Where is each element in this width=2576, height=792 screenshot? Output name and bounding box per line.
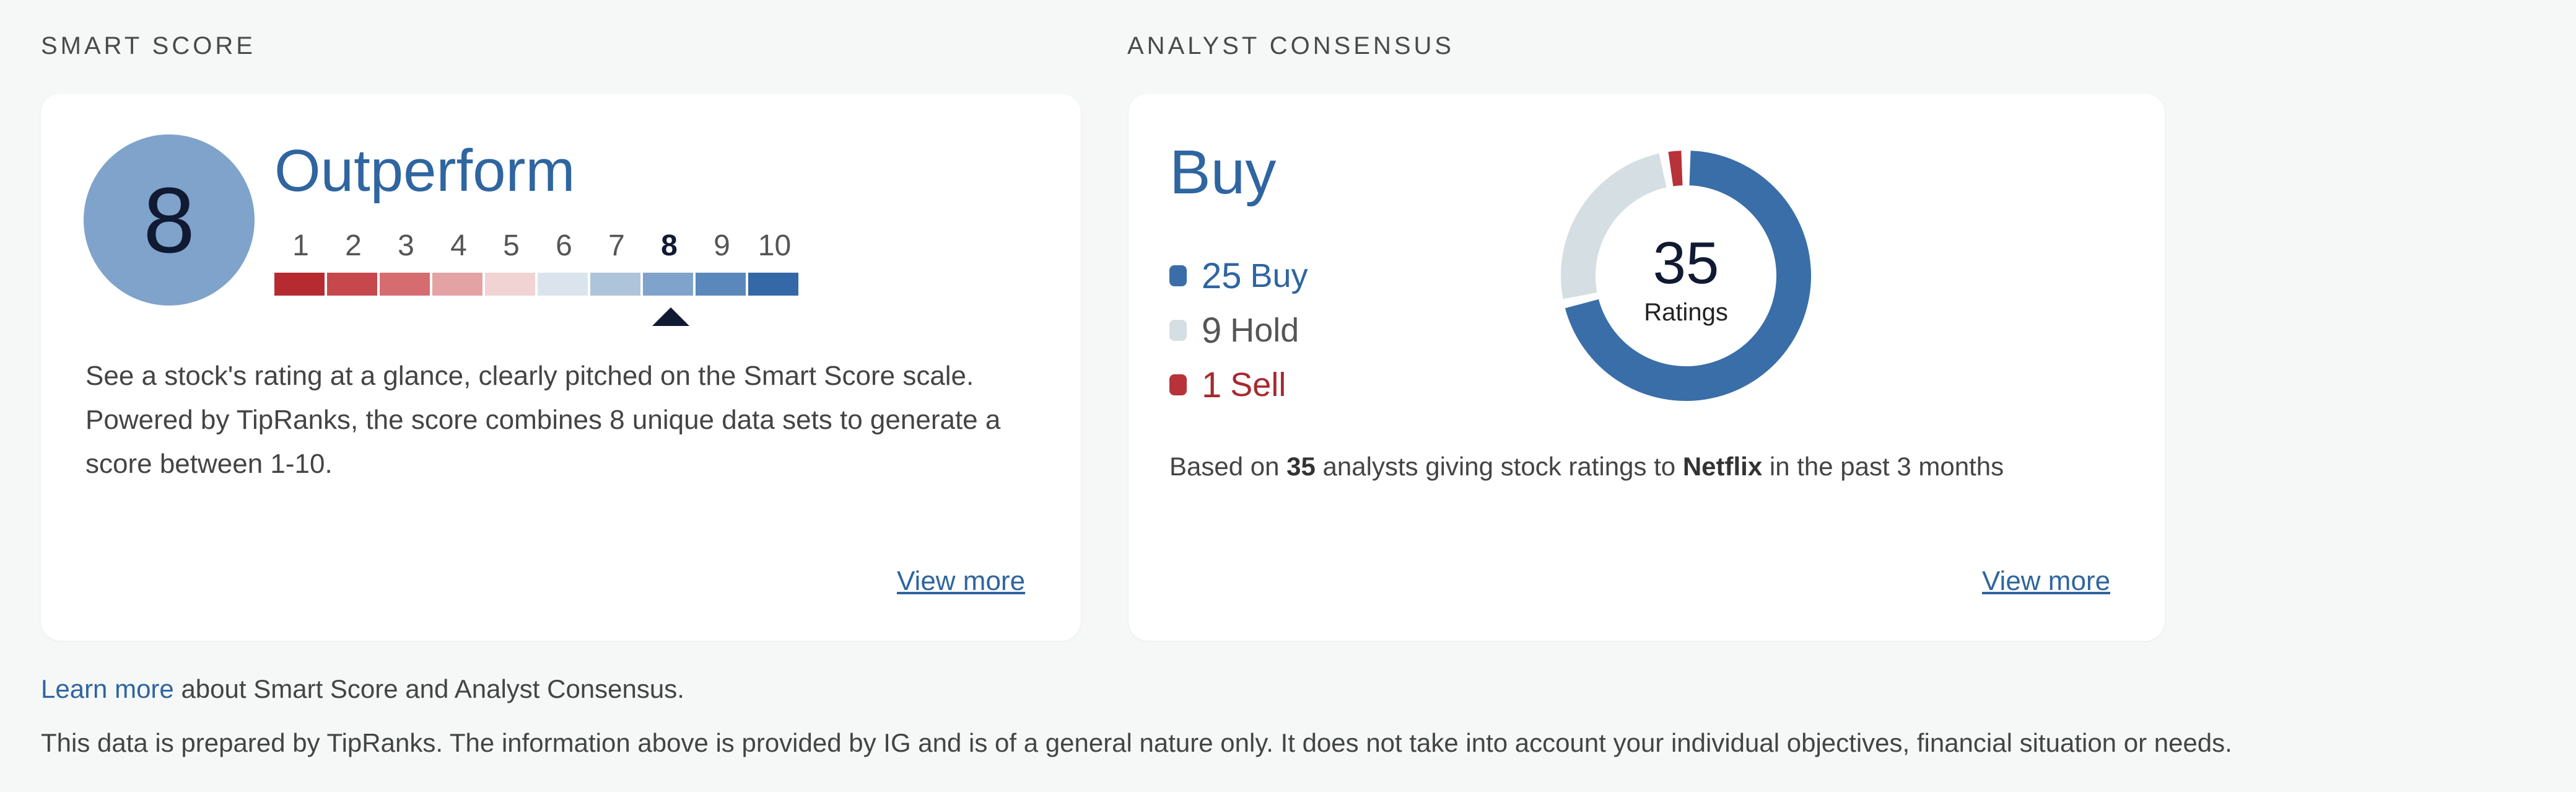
scale-number: 7 xyxy=(608,229,625,262)
scale-segment xyxy=(380,273,430,296)
score-badge: 8 xyxy=(84,134,255,306)
scale-segment xyxy=(748,273,798,296)
scale-segment xyxy=(274,273,325,296)
basis-company: Netflix xyxy=(1682,452,1763,481)
basis-suffix: in the past 3 months xyxy=(1762,452,2004,481)
score-scale-bar xyxy=(274,273,801,296)
donut-segment-hold xyxy=(1561,153,1667,299)
scale-segment xyxy=(696,273,746,296)
donut-segment-buy xyxy=(1565,151,1811,401)
scale-number: 6 xyxy=(556,229,572,262)
consensus-title: Buy xyxy=(1169,138,1277,207)
legend-count: 9 xyxy=(1202,310,1222,351)
smart-score-description: See a stock's rating at a glance, clearl… xyxy=(85,361,1001,479)
smart-score-card: 8 Outperform 1 2 3 4 5 6 7 8 9 10 See a stock's r… xyxy=(41,94,1081,641)
scale-number: 1 xyxy=(292,229,309,262)
scale-number: 8 xyxy=(661,229,678,262)
scale-number: 3 xyxy=(398,229,414,262)
legend-swatch xyxy=(1169,374,1187,395)
ratings-donut-chart: 35 Ratings xyxy=(1561,151,1811,401)
score-pointer-icon xyxy=(652,307,689,326)
rating-title: Outperform xyxy=(274,138,575,204)
smart-score-view-more-link[interactable]: View more xyxy=(897,566,1026,596)
scale-number: 4 xyxy=(450,229,467,262)
learn-more-line: Learn more about Smart Score and Analyst… xyxy=(41,674,684,704)
basis-middle: analysts giving stock ratings to xyxy=(1315,452,1683,481)
consensus-basis-text: Based on 35 analysts giving stock rating… xyxy=(1169,452,2004,482)
scale-segment xyxy=(643,273,693,296)
smart-score-label: SMART SCORE xyxy=(41,32,256,59)
scale-segment xyxy=(538,273,588,296)
scale-segment xyxy=(327,273,377,296)
total-ratings-count: 35 xyxy=(1653,230,1719,296)
legend-swatch xyxy=(1169,320,1187,341)
legend-item-sell: 1 Sell xyxy=(1169,358,1308,412)
basis-prefix: Based on xyxy=(1169,452,1287,481)
basis-count: 35 xyxy=(1286,452,1316,481)
legend-item-buy: 25 Buy xyxy=(1169,249,1308,303)
disclaimer-text: This data is prepared by TipRanks. The i… xyxy=(41,728,2232,757)
learn-more-link[interactable]: Learn more xyxy=(41,674,174,703)
legend-count: 1 xyxy=(1202,364,1222,405)
analyst-consensus-card: Buy 25 Buy 9 Hold 1 Sell 35 Ratings Based on … xyxy=(1129,94,2165,641)
ratings-legend: 25 Buy 9 Hold 1 Sell xyxy=(1169,249,1308,412)
analyst-consensus-label: ANALYST CONSENSUS xyxy=(1127,32,1455,59)
donut-segment-sell xyxy=(1668,151,1683,187)
scale-number: 9 xyxy=(714,229,730,262)
scale-segment xyxy=(432,273,482,296)
legend-swatch xyxy=(1169,265,1187,286)
consensus-view-more-link[interactable]: View more xyxy=(1982,566,2111,596)
legend-label: Hold xyxy=(1230,312,1299,349)
scale-number: 5 xyxy=(503,229,520,262)
legend-count: 25 xyxy=(1202,255,1242,296)
scale-number: 2 xyxy=(345,229,362,262)
scale-segment xyxy=(590,273,640,296)
scale-segment xyxy=(485,273,535,296)
legend-label: Sell xyxy=(1230,366,1286,403)
scale-number: 10 xyxy=(758,229,792,262)
legend-label: Buy xyxy=(1250,257,1308,294)
learn-more-rest: about Smart Score and Analyst Consensus. xyxy=(173,674,684,703)
score-scale-numbers: 1 2 3 4 5 6 7 8 9 10 xyxy=(274,229,801,263)
legend-item-hold: 9 Hold xyxy=(1169,303,1308,358)
total-ratings-label: Ratings xyxy=(1644,299,1728,326)
